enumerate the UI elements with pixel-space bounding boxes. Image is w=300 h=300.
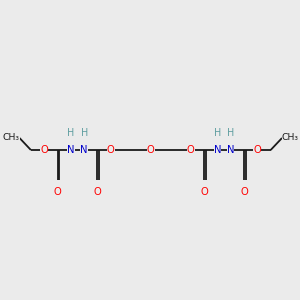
Text: N: N <box>214 145 221 155</box>
Text: H: H <box>214 128 221 139</box>
Text: O: O <box>147 145 155 155</box>
Text: O: O <box>54 187 61 197</box>
Text: N: N <box>67 145 75 155</box>
Text: H: H <box>227 128 234 139</box>
Text: O: O <box>187 145 195 155</box>
Text: O: O <box>94 187 101 197</box>
Text: O: O <box>40 145 48 155</box>
Text: H: H <box>80 128 88 139</box>
Text: N: N <box>80 145 88 155</box>
Text: O: O <box>240 187 248 197</box>
Text: CH₃: CH₃ <box>3 134 20 142</box>
Text: CH₃: CH₃ <box>282 134 299 142</box>
Text: O: O <box>107 145 115 155</box>
Text: O: O <box>254 145 261 155</box>
Text: O: O <box>200 187 208 197</box>
Text: H: H <box>67 128 74 139</box>
Text: N: N <box>227 145 235 155</box>
